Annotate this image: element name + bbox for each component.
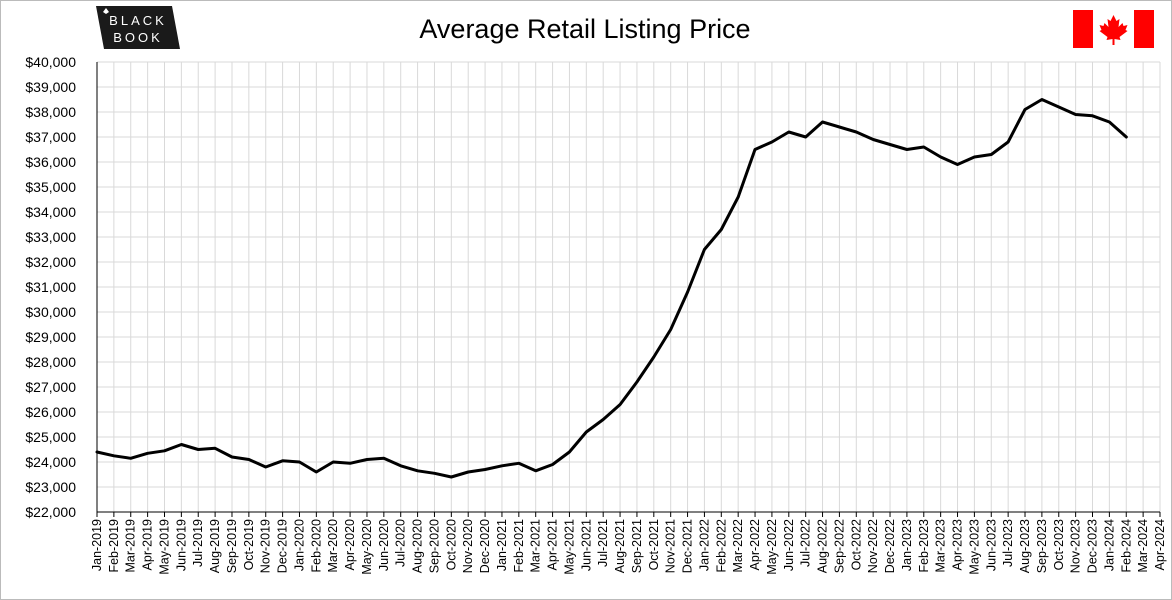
x-tick-label: Oct-2020 [444,519,458,570]
x-tick-label: Apr-2023 [951,519,965,570]
x-tick-label: Apr-2020 [343,519,357,570]
x-tick-label: Dec-2019 [276,519,290,573]
x-tick-label: Sep-2022 [832,519,846,573]
x-tick-label: Jan-2023 [900,519,914,571]
x-tick-label: Aug-2023 [1018,519,1032,573]
y-tick-label: $38,000 [25,104,76,120]
x-tick-label: Feb-2022 [714,519,728,573]
x-tick-label: Nov-2019 [259,519,273,573]
x-tick-label: Sep-2023 [1035,519,1049,573]
x-tick-label: May-2020 [360,519,374,575]
x-tick-label: Apr-2022 [748,519,762,570]
flag-band [1073,10,1093,48]
x-tick-label: Sep-2019 [225,519,239,573]
x-tick-label: Mar-2024 [1136,519,1150,573]
x-tick-label: Feb-2019 [107,519,121,573]
x-tick-label: Jul-2021 [596,519,610,567]
x-tick-label: Feb-2024 [1119,519,1133,573]
x-tick-label: Jan-2024 [1102,519,1116,571]
x-tick-label: Jun-2019 [174,519,188,571]
x-tick-label: Oct-2021 [647,519,661,570]
x-tick-label: Feb-2023 [917,519,931,573]
line-series [95,98,1128,479]
x-tick-label: Mar-2022 [731,519,745,573]
x-tick-label: Jul-2022 [799,519,813,567]
x-tick-label: Jul-2020 [394,519,408,567]
x-tick-label: Oct-2023 [1052,519,1066,570]
y-tick-label: $39,000 [25,79,76,95]
logo: BLACK BOOK [96,6,180,49]
logo-text: BLACK [109,13,167,28]
y-tick-label: $40,000 [25,54,76,70]
y-tick-label: $25,000 [25,429,76,445]
x-tick-label: Feb-2020 [309,519,323,573]
x-tick-label: Jun-2021 [579,519,593,571]
x-tick-label: Dec-2022 [883,519,897,573]
y-tick-label: $24,000 [25,454,76,470]
logo-text: BOOK [113,30,163,45]
x-tick-label: Aug-2021 [613,519,627,573]
x-tick-label: Aug-2020 [411,519,425,573]
x-tick-label: Jun-2023 [984,519,998,571]
x-tick-label: Apr-2021 [546,519,560,570]
y-tick-label: $23,000 [25,479,76,495]
x-tick-label: Nov-2020 [461,519,475,573]
flag [1073,10,1154,48]
x-tick-label: May-2021 [562,519,576,575]
x-tick-label: Apr-2024 [1153,519,1167,570]
x-tick-label: Nov-2023 [1069,519,1083,573]
x-tick-label: Jan-2022 [697,519,711,571]
y-tick-label: $34,000 [25,204,76,220]
x-tick-label: Feb-2021 [512,519,526,573]
x-tick-label: Mar-2020 [326,519,340,573]
y-tick-label: $29,000 [25,329,76,345]
x-tick-label: Dec-2023 [1086,519,1100,573]
y-tick-label: $31,000 [25,279,76,295]
y-tick-label: $36,000 [25,154,76,170]
y-tick-label: $22,000 [25,504,76,520]
x-tick-label: Nov-2022 [866,519,880,573]
x-tick-label: Dec-2021 [681,519,695,573]
x-tick-label: Dec-2020 [478,519,492,573]
x-tick-label: Nov-2021 [664,519,678,573]
x-tick-label: Oct-2022 [849,519,863,570]
chart-title: Average Retail Listing Price [419,14,750,44]
x-tick-label: Mar-2019 [124,519,138,573]
x-tick-label: Jul-2019 [191,519,205,567]
x-tick-label: Sep-2021 [630,519,644,573]
y-tick-label: $28,000 [25,354,76,370]
x-tick-label: Jan-2019 [90,519,104,571]
flag-band [1134,10,1154,48]
y-tick-label: $37,000 [25,129,76,145]
x-tick-label: Aug-2022 [816,519,830,573]
x-tick-label: May-2019 [157,519,171,575]
x-tick-label: Aug-2019 [208,519,222,573]
logo-badge [96,6,180,49]
y-tick-label: $27,000 [25,379,76,395]
x-tick-label: Jun-2020 [377,519,391,571]
y-tick-label: $26,000 [25,404,76,420]
y-tick-label: $33,000 [25,229,76,245]
x-tick-label: Jul-2023 [1001,519,1015,567]
x-tick-label: Mar-2023 [934,519,948,573]
x-tick-label: Oct-2019 [242,519,256,570]
y-tick-label: $32,000 [25,254,76,270]
x-tick-label: Sep-2020 [427,519,441,573]
flag-leaf [1099,15,1128,45]
y-tick-label: $30,000 [25,304,76,320]
x-tick-label: Jun-2022 [782,519,796,571]
x-tick-label: May-2022 [765,519,779,575]
x-tick-label: Mar-2021 [529,519,543,573]
logo-leaf [103,8,109,14]
x-tick-label: Jan-2020 [292,519,306,571]
x-tick-label: May-2023 [967,519,981,575]
y-tick-label: $35,000 [25,179,76,195]
x-tick-label: Jan-2021 [495,519,509,571]
x-tick-label: Apr-2019 [141,519,155,570]
